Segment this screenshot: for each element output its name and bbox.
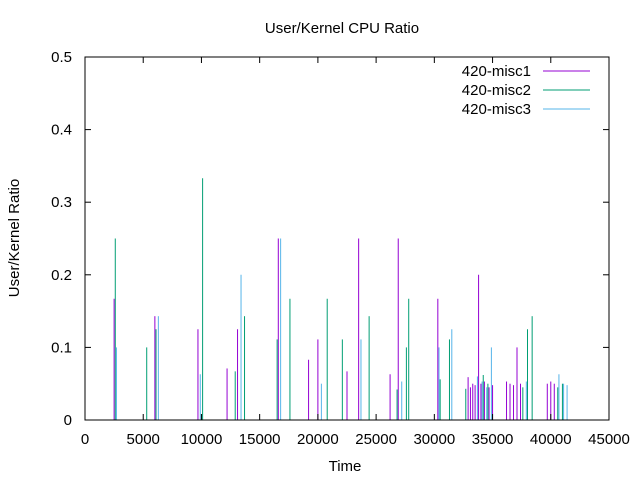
x-tick-label: 45000 (588, 431, 630, 448)
axes: 0 5000 10000 15000 20000 25000 30000 35000 40000… (51, 49, 630, 448)
x-tick-label: 5000 (127, 431, 160, 448)
x-tick-label: 15000 (239, 431, 281, 448)
x-tick-label: 20000 (297, 431, 339, 448)
y-tick-label: 0.3 (51, 194, 72, 211)
y-tick-label: 0.4 (51, 122, 72, 139)
y-axis-label: User/Kernel Ratio (6, 179, 23, 297)
x-tick-label: 0 (81, 431, 89, 448)
x-tick-label: 30000 (413, 431, 455, 448)
series-420-misc2 (114, 178, 563, 420)
x-tick-label: 40000 (530, 431, 572, 448)
x-tick-label: 10000 (181, 431, 223, 448)
y-tick-label: 0.2 (51, 267, 72, 284)
y-tick-label: 0.1 (51, 339, 72, 356)
data-bars (113, 178, 568, 420)
legend: 420-misc1 420-misc2 420-misc3 (462, 63, 590, 118)
chart-title: User/Kernel CPU Ratio (265, 20, 419, 37)
legend-label-420-misc1: 420-misc1 (462, 63, 531, 80)
y-tick-label: 0 (64, 412, 72, 429)
x-axis-label: Time (329, 458, 362, 475)
x-tick-label: 35000 (472, 431, 514, 448)
y-tick-label: 0.5 (51, 49, 72, 66)
plot-frame (84, 56, 610, 421)
legend-label-420-misc2: 420-misc2 (462, 82, 531, 99)
x-tick-label: 25000 (355, 431, 397, 448)
series-420-misc3 (115, 238, 568, 420)
legend-label-420-misc3: 420-misc3 (462, 101, 531, 118)
series-420-misc1 (113, 238, 555, 420)
